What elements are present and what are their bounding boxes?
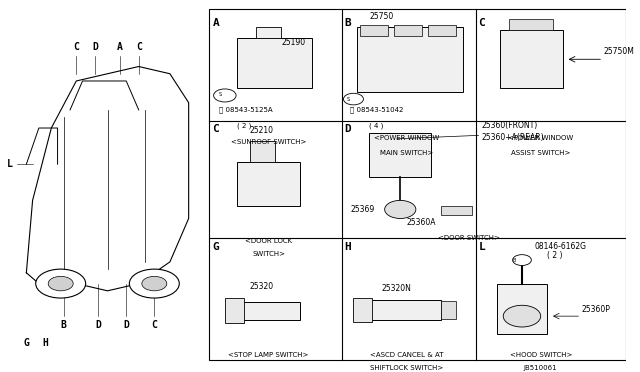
Text: SWITCH>: SWITCH> xyxy=(252,251,285,257)
Text: C: C xyxy=(212,124,219,134)
Text: <STOP LAMP SWITCH>: <STOP LAMP SWITCH> xyxy=(228,352,308,358)
Text: 25210: 25210 xyxy=(250,126,274,135)
Text: <DOOR LOCK: <DOOR LOCK xyxy=(245,238,292,244)
Circle shape xyxy=(48,276,73,291)
Bar xyxy=(428,25,456,36)
Text: 25360(FRONT): 25360(FRONT) xyxy=(481,121,538,130)
Text: D: D xyxy=(124,320,129,330)
Text: 25369: 25369 xyxy=(350,205,374,214)
Bar xyxy=(353,298,372,321)
Circle shape xyxy=(344,93,364,105)
Text: L: L xyxy=(6,159,12,169)
Bar xyxy=(366,300,441,320)
Text: 25190: 25190 xyxy=(281,38,305,46)
Text: S: S xyxy=(346,97,349,102)
Text: <DOOR SWITCH>: <DOOR SWITCH> xyxy=(438,235,500,241)
Text: B: B xyxy=(512,257,516,263)
Text: 25360P: 25360P xyxy=(581,305,610,314)
Text: C: C xyxy=(152,320,157,330)
Text: H: H xyxy=(42,338,48,348)
Text: 25360+A(REAR): 25360+A(REAR) xyxy=(481,134,544,142)
Text: 25320: 25320 xyxy=(250,282,274,291)
Circle shape xyxy=(129,269,179,298)
Bar xyxy=(369,134,431,177)
Bar xyxy=(509,19,553,31)
Circle shape xyxy=(513,255,531,266)
Circle shape xyxy=(36,269,86,298)
Text: G: G xyxy=(24,338,29,348)
Text: SHIFTLOCK SWITCH>: SHIFTLOCK SWITCH> xyxy=(370,365,443,371)
Text: MAIN SWITCH>: MAIN SWITCH> xyxy=(380,150,433,156)
Bar xyxy=(237,163,300,206)
Text: 25320N: 25320N xyxy=(381,283,412,293)
Bar xyxy=(441,206,472,215)
Bar xyxy=(394,25,422,36)
Bar xyxy=(356,27,463,92)
Text: A: A xyxy=(117,42,123,52)
Bar xyxy=(250,141,275,163)
Text: C: C xyxy=(74,42,79,52)
Text: Ⓢ 08543-5125A: Ⓢ 08543-5125A xyxy=(219,106,272,113)
Bar xyxy=(237,38,312,88)
Text: ASSIST SWITCH>: ASSIST SWITCH> xyxy=(511,150,570,156)
Text: 25750: 25750 xyxy=(369,12,394,21)
Text: D: D xyxy=(344,124,351,134)
Text: 25750M: 25750M xyxy=(603,46,634,56)
Text: D: D xyxy=(95,320,101,330)
Text: JB510061: JB510061 xyxy=(524,365,557,371)
Text: G: G xyxy=(212,242,219,252)
Text: B: B xyxy=(61,320,67,330)
Text: ( 4 ): ( 4 ) xyxy=(369,123,383,129)
Text: ( 2 ): ( 2 ) xyxy=(237,123,252,129)
Text: <SUNROOF SWITCH>: <SUNROOF SWITCH> xyxy=(231,139,306,145)
Text: S: S xyxy=(218,92,221,97)
Text: L: L xyxy=(478,242,485,252)
Bar xyxy=(237,302,300,320)
Text: 08146-6162G: 08146-6162G xyxy=(534,242,586,251)
Text: A: A xyxy=(212,17,219,28)
Bar xyxy=(441,301,456,319)
Bar xyxy=(225,298,244,323)
Text: B: B xyxy=(344,17,351,28)
Text: <POWER WINDOW: <POWER WINDOW xyxy=(374,135,439,141)
Text: <ASCD CANCEL & AT: <ASCD CANCEL & AT xyxy=(370,352,444,358)
Bar xyxy=(497,283,547,334)
Text: C: C xyxy=(478,17,485,28)
Circle shape xyxy=(214,89,236,102)
Bar xyxy=(256,27,281,38)
Text: C: C xyxy=(136,42,141,52)
Circle shape xyxy=(385,201,416,218)
Text: <HOOD SWITCH>: <HOOD SWITCH> xyxy=(509,352,572,358)
Text: 25360A: 25360A xyxy=(406,218,436,227)
Circle shape xyxy=(503,305,541,327)
Circle shape xyxy=(142,276,167,291)
Text: ( 2 ): ( 2 ) xyxy=(547,251,563,260)
Bar xyxy=(500,31,563,88)
Text: <POWER WINDOW: <POWER WINDOW xyxy=(508,135,573,141)
Text: D: D xyxy=(92,42,98,52)
Text: Ⓢ 08543-51042: Ⓢ 08543-51042 xyxy=(350,106,404,113)
Bar xyxy=(209,9,625,360)
Bar xyxy=(360,25,388,36)
Text: H: H xyxy=(344,242,351,252)
